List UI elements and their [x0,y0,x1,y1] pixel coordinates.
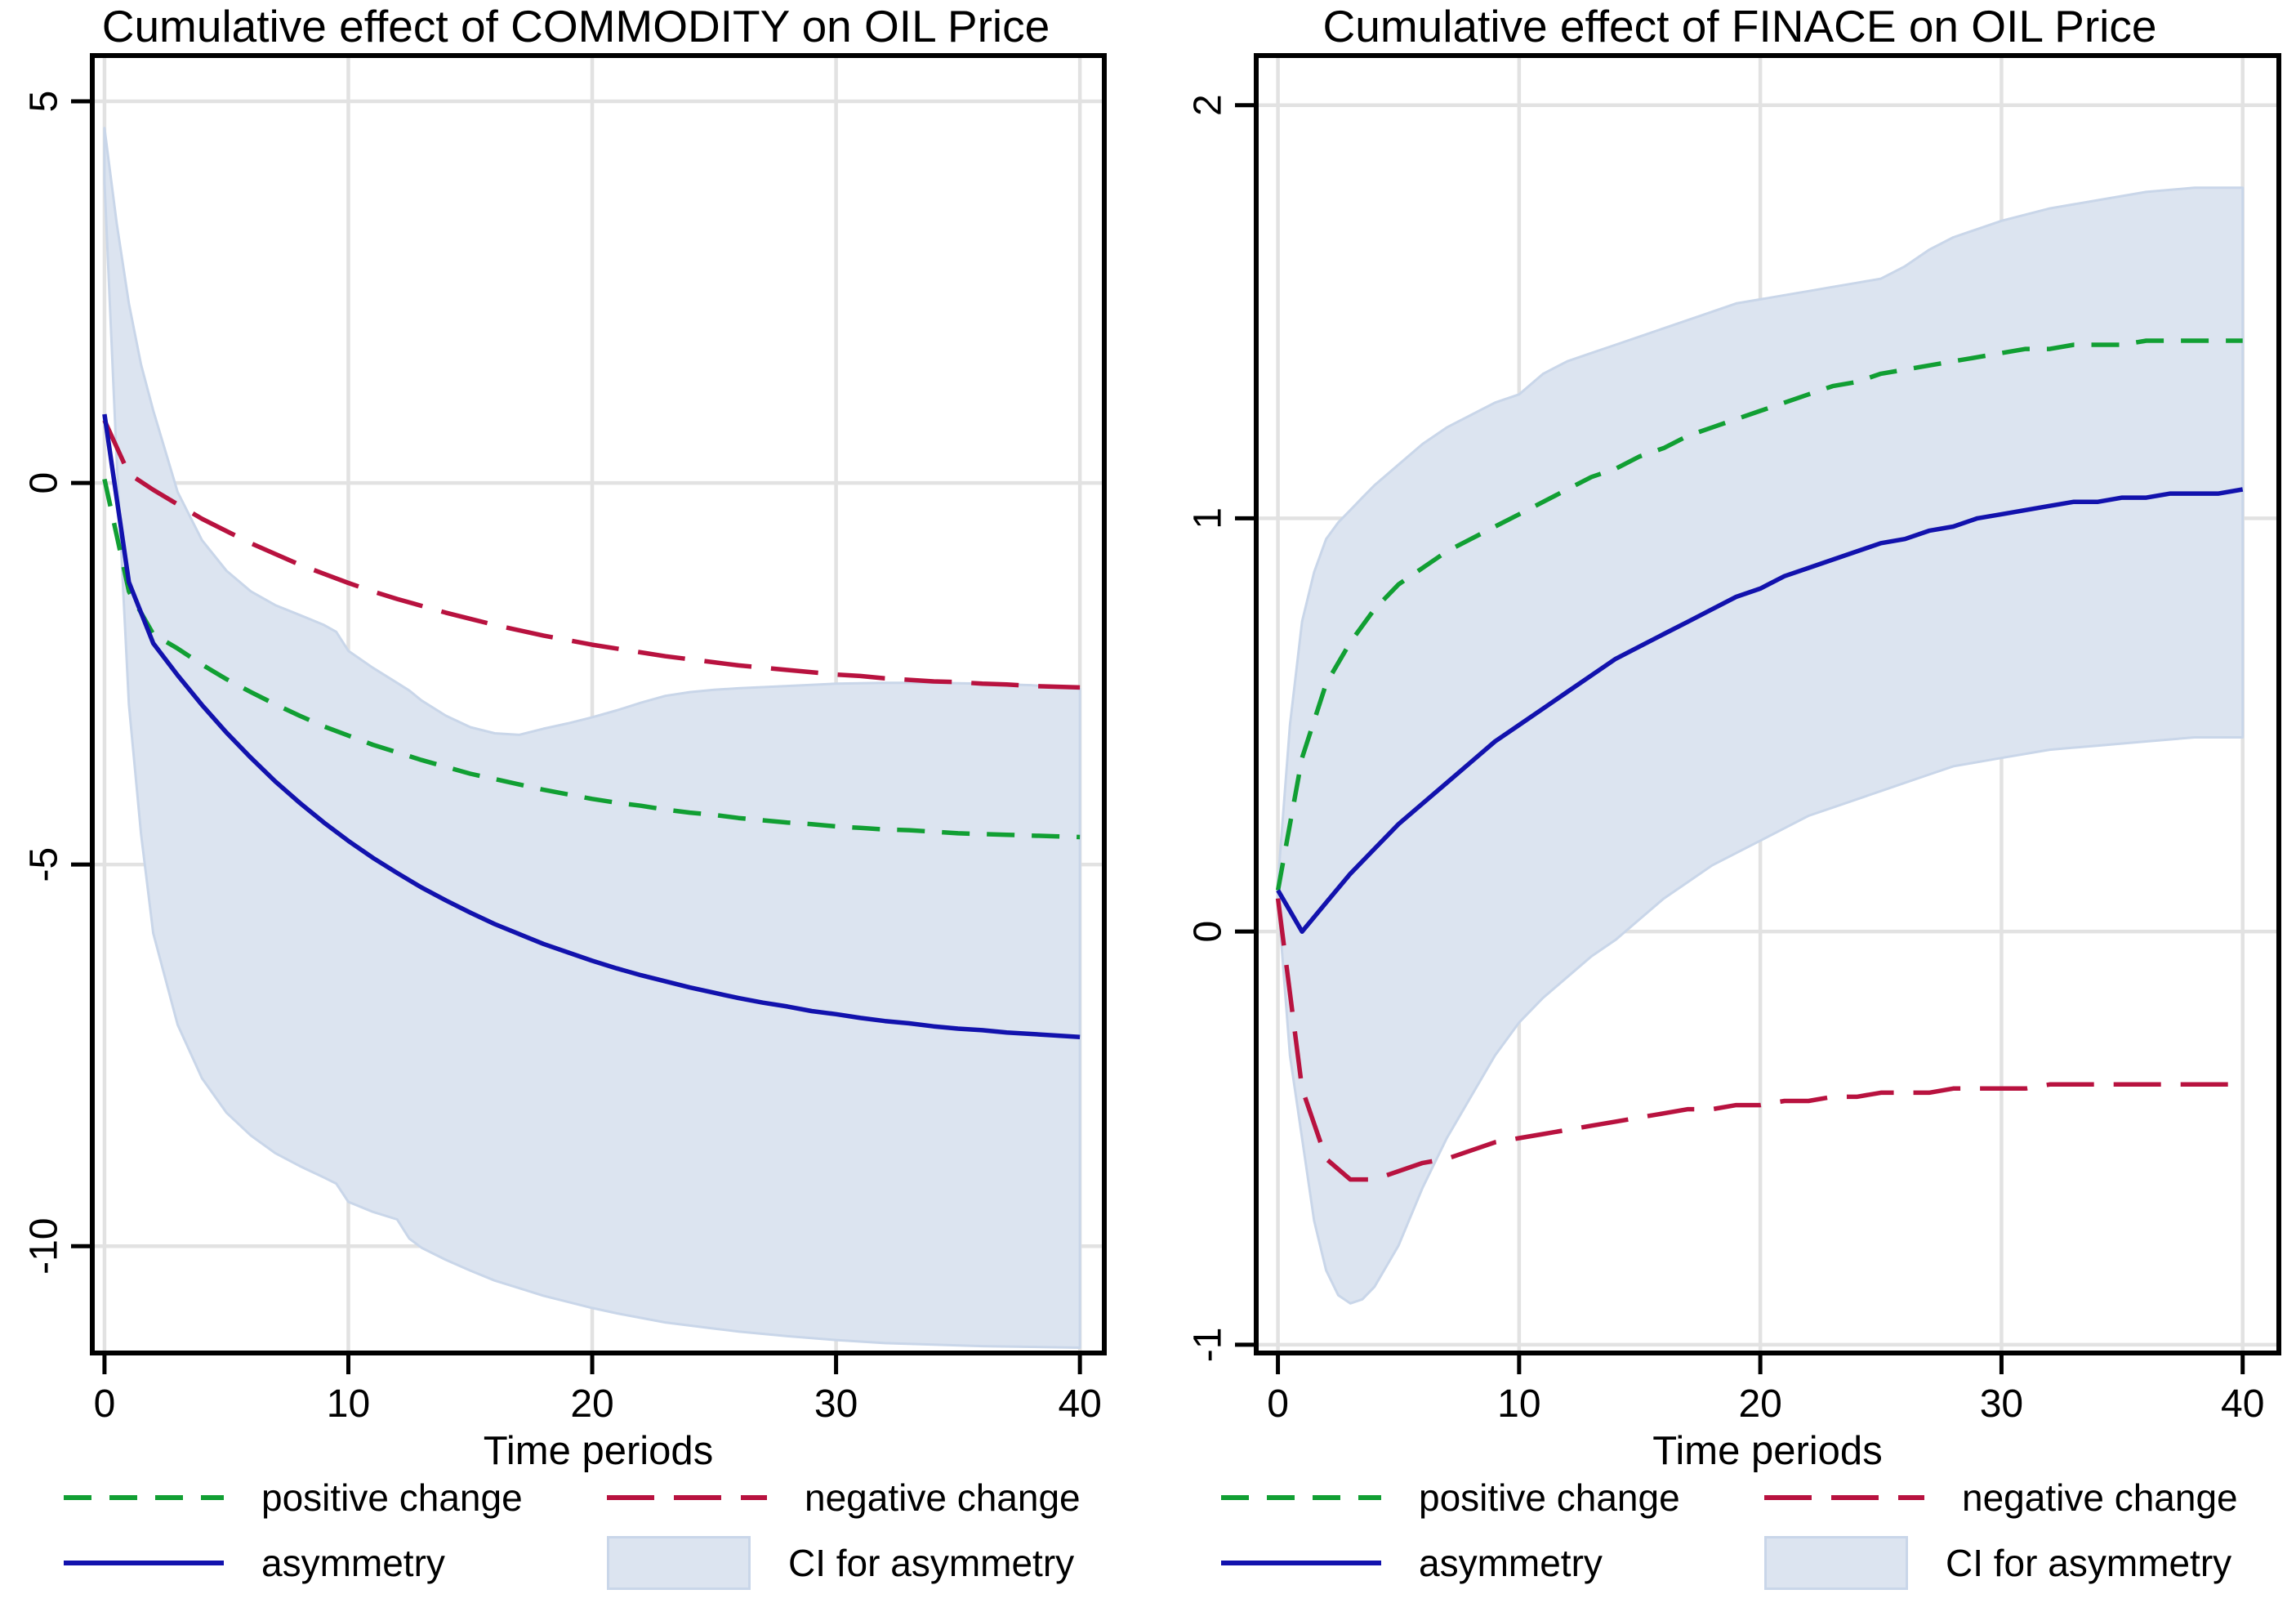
legend-label: negative change [1962,1476,2238,1519]
legend-label: asymmetry [261,1542,445,1584]
x-tick-label: 20 [570,1382,613,1426]
asymmetry-line [102,413,1081,1040]
legend-item-negative-change: negative change [607,1476,1150,1520]
positive-change-dash-swatch-icon [64,1495,224,1500]
legend-item-asymmetry: asymmetry [64,1541,607,1585]
legend-label: asymmetry [1419,1542,1603,1584]
legend-item-positive-change: positive change [64,1476,607,1520]
legend-label: negative change [805,1476,1081,1519]
plot-border [90,53,1107,1355]
ci-for-asymmetry-area [1277,186,2245,1305]
legend-label: CI for asymmetry [1946,1542,2232,1584]
negative-change-line [1275,898,2243,1182]
right-x-axis-title: Time periods [1652,1429,1883,1473]
asymmetry-line-swatch-icon [1221,1561,1381,1565]
asymmetry-line-swatch-icon [64,1561,224,1565]
legend-label: CI for asymmetry [788,1542,1075,1584]
legend-item-negative-change: negative change [1764,1476,2296,1520]
legend-item-asymmetry: asymmetry [1221,1541,1764,1585]
y-tick-label: 0 [1187,921,1230,943]
left-x-axis-title: Time periods [483,1429,714,1473]
right-legend: positive change negative change asymmetr… [1221,1476,2296,1590]
legend-item-ci: CI for asymmetry [1764,1536,2296,1590]
x-tick-label: 10 [327,1382,370,1426]
positive-change-dash-swatch-icon [1221,1495,1381,1500]
left-panel-title: Cumulative effect of COMMODITY on OIL Pr… [101,1,1050,51]
plot-border [1254,53,2281,1355]
x-tick-label: 30 [814,1382,858,1426]
y-tick-label: 0 [23,472,66,494]
positive-change-line [102,478,1081,840]
y-tick-label: 1 [1187,507,1230,529]
x-tick-label: 20 [1738,1382,1781,1426]
y-tick-label: 5 [23,91,66,113]
negative-change-line [102,419,1081,690]
x-tick-label: 30 [1980,1382,2023,1426]
positive-change-line [1275,338,2243,891]
negative-change-dash-swatch-icon [607,1495,767,1500]
y-tick-label: -1 [1187,1328,1230,1363]
x-tick-label: 10 [1497,1382,1540,1426]
y-tick-label: -10 [23,1218,66,1275]
legend-label: positive change [261,1476,523,1519]
x-tick-label: 40 [1058,1382,1101,1426]
legend-item-ci: CI for asymmetry [607,1536,1150,1590]
x-tick-label: 40 [2221,1382,2264,1426]
ci-area-swatch-icon [607,1536,751,1590]
negative-change-dash-swatch-icon [1764,1495,1924,1500]
left-legend: positive change negative change asymmetr… [64,1476,1150,1590]
ci-area-swatch-icon [1764,1536,1908,1590]
y-tick-label: 2 [1187,94,1230,116]
y-tick-label: -5 [23,847,66,882]
right-panel-title: Cumulative effect of FINACE on OIL Price [1322,1,2157,51]
legend-item-positive-change: positive change [1221,1476,1764,1520]
x-tick-label: 0 [94,1382,116,1426]
legend-label: positive change [1419,1476,1680,1519]
ci-for-asymmetry-area [103,127,1081,1349]
asymmetry-line [1276,487,2244,934]
x-tick-label: 0 [1267,1382,1289,1426]
